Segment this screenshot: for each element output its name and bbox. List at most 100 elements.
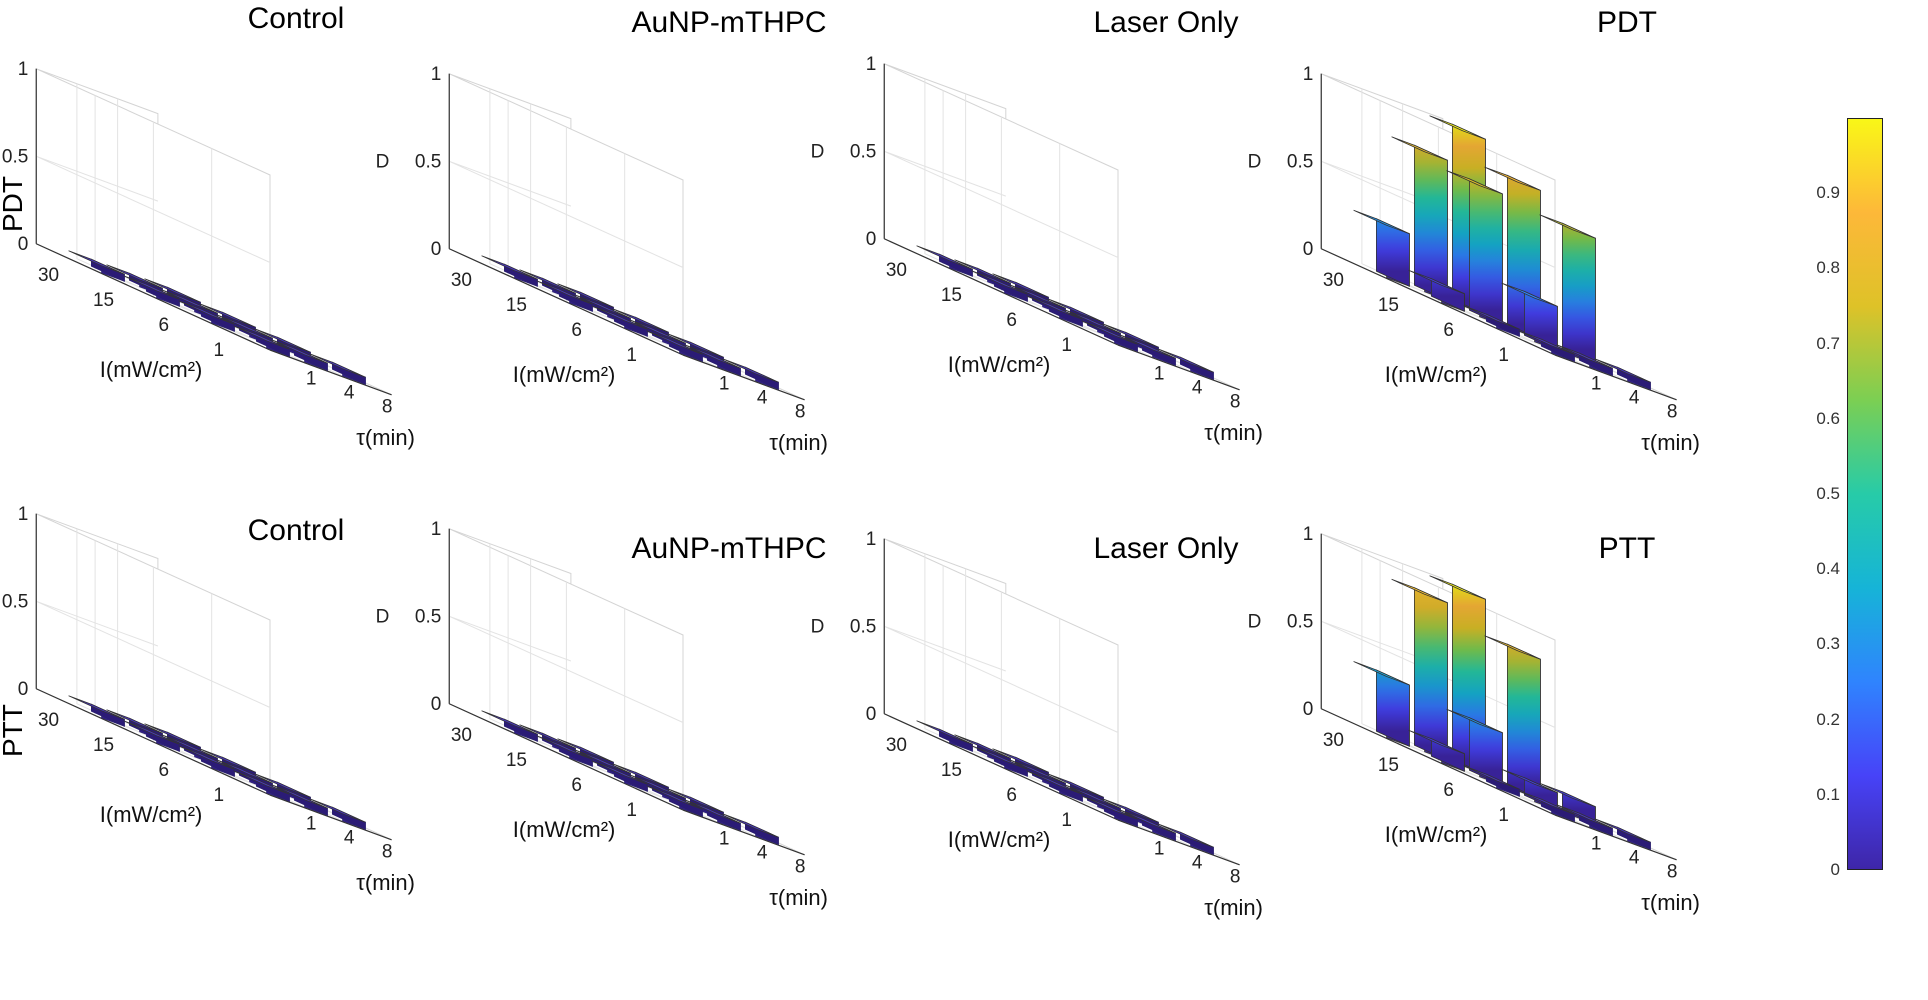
z-axis-label: D (1248, 611, 1262, 632)
y-axis-label: I(mW/cm²) (1385, 362, 1488, 387)
bar-1-8 (1157, 823, 1214, 855)
bar-side-face (1507, 643, 1541, 800)
colorbar-tick-label: 0.4 (1816, 559, 1840, 579)
bar-top-face (646, 330, 703, 355)
bar-15-1 (536, 735, 593, 767)
y-tick-label: 6 (571, 320, 582, 341)
bar-1-1 (233, 325, 290, 357)
y-tick-label: 15 (506, 750, 527, 771)
x-axis-label: τ(min) (356, 870, 415, 895)
bar-1-4 (1119, 334, 1176, 366)
bar-top-face (667, 333, 724, 358)
x-axis-label: τ(min) (1641, 430, 1700, 455)
bar-top-face (916, 245, 973, 270)
z-tick-label: 0.5 (415, 606, 441, 627)
x-axis-line (1117, 344, 1240, 391)
bar-1-4 (1119, 809, 1176, 841)
bar-top-face (684, 799, 741, 824)
y-tick-label: 6 (1443, 320, 1454, 341)
bar-top-face (519, 269, 576, 294)
y-axis-line (449, 703, 684, 811)
x-tick-label: 8 (1667, 402, 1678, 423)
bar-6-8 (1539, 214, 1596, 365)
bar-top-face (216, 314, 273, 339)
bar-top-face (992, 748, 1049, 773)
z-axis-label: D (811, 616, 825, 637)
bar-15-1 (1408, 729, 1465, 772)
y-tick-label: 30 (886, 260, 907, 281)
panel-ptt-7: 0 0.5 1 D 1 6 15 30 1 4 8 I(mW/cm²) τ(min) (1248, 524, 1700, 915)
bar-top-face (536, 280, 593, 305)
x-tick-label: 4 (344, 383, 355, 404)
z-tick-label: 0 (18, 234, 29, 255)
x-tick-label: 8 (382, 842, 393, 863)
bar-30-1 (481, 710, 538, 742)
x-tick-label: 4 (757, 388, 768, 409)
x-tick-label: 4 (344, 828, 355, 849)
bar-top-face (1539, 782, 1596, 808)
z-tick-label: 0.5 (1287, 611, 1313, 632)
x-tick-label: 4 (1629, 388, 1640, 409)
bar-top-face (123, 275, 180, 300)
bar-1-4 (684, 344, 741, 376)
y-axis-line (449, 248, 684, 356)
bar-1-1 (1081, 795, 1138, 827)
z-axis-label: D (376, 606, 390, 627)
y-axis-line (1321, 248, 1556, 356)
bar-top-face (612, 763, 669, 788)
x-tick-label: 1 (1591, 834, 1602, 855)
z-tick-label: 0 (866, 229, 877, 250)
y-tick-label: 1 (1061, 810, 1072, 831)
bar-top-face (1539, 214, 1596, 239)
bar-top-face (1102, 798, 1159, 823)
x-tick-label: 8 (795, 857, 806, 878)
colorbar-tick-label: 0.2 (1816, 709, 1840, 729)
z-tick-label: 0 (1303, 239, 1314, 260)
bar-15-1 (971, 270, 1028, 302)
panel-title-control-ptt: Control (247, 514, 345, 547)
bar-top-face (161, 734, 218, 759)
z-tick-label: 0.5 (415, 151, 441, 172)
bar-top-face (1391, 578, 1448, 604)
bar-top-face (1594, 818, 1651, 843)
bar-30-1 (1353, 209, 1410, 287)
y-tick-label: 15 (93, 290, 114, 311)
y-axis-label: I(mW/cm²) (513, 362, 616, 387)
bar-top-face (254, 773, 311, 798)
y-tick-label: 30 (38, 265, 59, 286)
panel-title-laser-pdt: Laser Only (1093, 6, 1239, 39)
bar-top-face (574, 294, 631, 319)
y-axis-line (36, 688, 271, 796)
y-tick-label: 6 (1006, 310, 1017, 331)
bar-6-1 (178, 300, 235, 332)
bar-top-face (992, 273, 1049, 298)
bar-top-face (1501, 282, 1558, 307)
bar-30-1 (68, 250, 125, 282)
z-tick-label: 0 (431, 239, 442, 260)
bar-top-face (68, 695, 125, 720)
x-tick-label: 4 (1192, 853, 1203, 874)
bar-top-face (1353, 661, 1410, 686)
z-tick-label: 0.5 (2, 591, 28, 612)
bar-top-face (971, 745, 1028, 770)
z-tick-label: 1 (18, 59, 29, 80)
bar-1-4 (1556, 344, 1613, 376)
bar-top-face (1157, 348, 1214, 373)
bar-1-1 (1518, 330, 1575, 362)
panel-ptt-4: 0 0.5 1 D 1 6 15 30 1 4 8 I(mW/cm²) τ(min) (2, 504, 415, 895)
y-axis-label: I(mW/cm²) (1385, 822, 1488, 847)
panel-title-pdt: PDT (1597, 6, 1657, 39)
colorbar-tick-label: 0 (1830, 860, 1840, 879)
y-tick-label: 15 (1378, 295, 1399, 316)
x-tick-label: 1 (1154, 364, 1165, 385)
panel-ptt-6: 0 0.5 1 D 1 6 15 30 1 4 8 I(mW/cm²) τ(min) (811, 529, 1263, 920)
bar-top-face (667, 788, 724, 813)
bar-top-face (233, 325, 290, 350)
colorbar (1847, 118, 1883, 870)
x-tick-label: 8 (1667, 862, 1678, 883)
y-axis-line (884, 238, 1119, 346)
bar-top-face (271, 784, 328, 809)
bar-top-face (1463, 305, 1520, 330)
bar-top-face (1463, 765, 1520, 790)
